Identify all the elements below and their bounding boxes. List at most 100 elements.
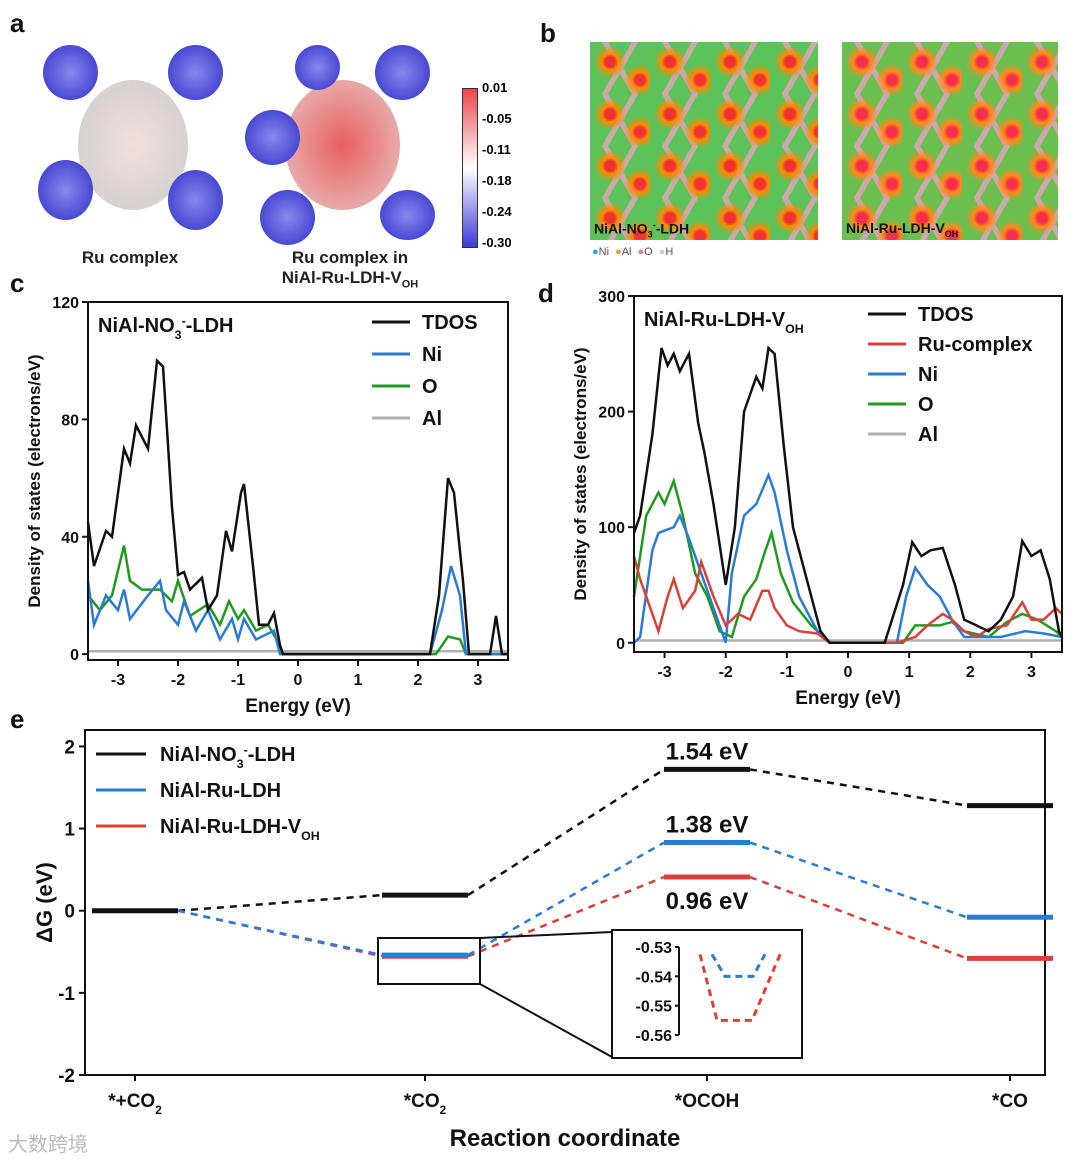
y-tick-label: 100	[598, 520, 625, 537]
connector-dashed	[749, 768, 968, 807]
x-tick-label: *CO	[992, 1091, 1028, 1112]
inset-plot: -0.53 -0.54 -0.55 -0.56	[611, 929, 803, 1059]
y-axis-label: Density of states (electrons/eV)	[25, 354, 44, 607]
t: NiAl-NO	[594, 220, 648, 237]
connector-dashed	[177, 909, 383, 957]
ru-complex-esp-image	[38, 40, 223, 240]
y-tick-label: -1	[58, 984, 75, 1005]
x-tick-label: -2	[171, 672, 185, 689]
text-part: *CO	[404, 1091, 440, 1112]
connector-dashed	[749, 841, 968, 919]
text-part: *OCOH	[675, 1091, 739, 1112]
atom-legend: ●Ni ●Al ●O ●H	[592, 246, 673, 258]
legend-label: O	[918, 394, 934, 416]
connector-dashed	[467, 768, 665, 897]
t: -	[652, 220, 656, 230]
zoom-line	[479, 983, 613, 1058]
barrier-annotation: 0.96 eV	[666, 888, 749, 915]
plot-title: NiAl-Ru-LDH-VOH	[644, 309, 804, 336]
legend-label: O	[422, 376, 438, 398]
atom-al: ●Al	[615, 246, 632, 258]
x-tick-label: 3	[1027, 664, 1036, 681]
t: OH	[944, 228, 959, 239]
y-tick-label: 0	[616, 636, 625, 653]
map-label-no3-ldh: NiAl-NO3--LDH	[594, 220, 689, 239]
text-part: 3	[237, 757, 244, 771]
x-tick-label: -3	[111, 672, 125, 689]
colorbar	[462, 88, 478, 248]
connector-dashed	[177, 893, 383, 912]
t: NiAl-Ru-LDH-V	[846, 220, 945, 236]
colorbar-tick: 0.01	[482, 80, 508, 95]
t: O	[644, 246, 653, 258]
y-tick-label: 0	[70, 647, 79, 664]
panel-label-b: b	[540, 18, 556, 48]
x-tick-label: -1	[231, 672, 245, 689]
caption-ru-complex-in-ldh: Ru complex in NiAl-Ru-LDH-VOH	[250, 248, 450, 290]
atom-h: ●H	[658, 246, 674, 258]
x-axis-label: Energy (eV)	[795, 688, 901, 709]
panel-label-e: e	[10, 704, 25, 734]
x-tick-label: 1	[354, 672, 363, 689]
atom-o: ●O	[637, 246, 653, 258]
axes-frame	[84, 729, 1046, 1076]
text-part: *CO	[992, 1091, 1028, 1112]
text-part: 2	[155, 1104, 162, 1117]
series-line-o	[632, 476, 1063, 645]
text-part: 3	[175, 328, 182, 342]
text-part: NiAl-Ru-LDH-V	[644, 309, 786, 331]
series-line-ni	[86, 565, 508, 656]
caption-line2: NiAl-Ru-LDH-VOH	[250, 268, 450, 290]
connector-dashed	[467, 841, 665, 957]
x-tick-label: 0	[294, 672, 303, 689]
y-tick-label: 200	[598, 405, 625, 422]
map-label-ru-ldh: NiAl-Ru-LDH-VOH	[846, 220, 958, 239]
text-part: -	[244, 743, 248, 757]
x-tick-label: *OCOH	[675, 1091, 739, 1112]
x-tick-label: -2	[719, 664, 733, 681]
legend-label: NiAl-NO3--LDH	[160, 743, 295, 771]
text-part: 2	[440, 1104, 447, 1117]
legend-label: TDOS	[918, 304, 974, 326]
connector-dashed	[467, 875, 665, 958]
x-tick-label: *+CO2	[108, 1091, 162, 1117]
text-part: -LDH	[248, 744, 296, 766]
x-tick-label: 2	[414, 672, 423, 689]
t: Al	[621, 246, 632, 258]
y-tick-label: 120	[52, 295, 79, 312]
y-tick-label: 40	[61, 530, 79, 547]
dos-plot-d: -3 -2 -1 0 1 2 3 0 100 200 300 Energy (eV) Density o…	[571, 289, 1064, 709]
inset-frame	[611, 929, 803, 1059]
barrier-annotation: 1.54 eV	[666, 738, 749, 765]
legend-label: Ni	[918, 364, 938, 386]
inset-y-tick-label: -0.56	[636, 1028, 673, 1045]
text-part: OH	[785, 322, 804, 336]
inset-y-tick-label: -0.54	[636, 969, 673, 986]
charge-density-map-no3-ldh	[590, 42, 818, 240]
text-part: *+CO	[108, 1091, 155, 1112]
atom-ni: ●Ni	[592, 246, 610, 258]
inset-red-level	[698, 949, 784, 1022]
panel-label-c: c	[10, 268, 25, 298]
caption-line1: Ru complex in	[291, 248, 409, 267]
panel-label-d: d	[538, 278, 554, 308]
text-part: NiAl-Ru-LDH-V	[160, 816, 302, 838]
x-tick-label: 2	[966, 664, 975, 681]
x-axis-label: Energy (eV)	[245, 696, 351, 717]
inset-y-tick-label: -0.55	[636, 999, 673, 1016]
y-axis-label: Density of states (electrons/eV)	[571, 347, 590, 600]
y-tick-label: 1	[64, 820, 75, 841]
legend-label: NiAl-Ru-LDH	[160, 780, 281, 802]
colorbar-tick: -0.18	[482, 173, 512, 188]
legend-label: Al	[422, 408, 442, 430]
watermark: 大数跨境	[8, 1134, 88, 1156]
y-tick-label: 300	[598, 289, 625, 306]
series-line-o	[87, 545, 508, 656]
inset-y-tick-label: -0.53	[636, 940, 673, 957]
x-tick-label: *CO2	[404, 1091, 447, 1117]
text-part: -LDH	[186, 315, 234, 337]
axes-frame	[87, 301, 509, 661]
y-tick-label: 0	[64, 902, 75, 923]
y-tick-label: 2	[64, 737, 75, 758]
